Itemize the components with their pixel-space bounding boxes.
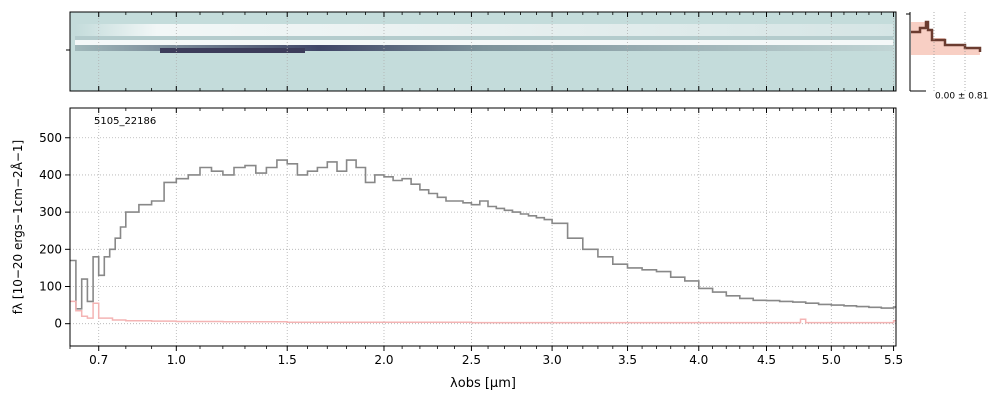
x-tick-label: 0.7 xyxy=(89,353,108,367)
spectrum-2d-frame xyxy=(69,11,897,92)
x-tick-label: 2.0 xyxy=(374,353,393,367)
spectrum-2d-trace xyxy=(75,45,893,51)
spectrum-1d-xticks: 0.7 1.0 1.5 2.0 2.5 3.0 3.5 4.0 4.5 5.0 5.5 xyxy=(69,108,903,367)
profile-annotation: 0.00 ± 0.81 xyxy=(935,92,988,102)
spectrum-2d-ticks xyxy=(66,12,895,91)
y-tick-label: 400 xyxy=(39,168,62,182)
series-uncertainty-line xyxy=(70,300,896,324)
x-axis-label: λobs [μm] xyxy=(450,376,516,391)
spectrum-1d-grid xyxy=(70,108,896,346)
spectrum-1d-series xyxy=(70,159,896,324)
x-tick-label: 5.5 xyxy=(884,353,903,367)
spectrum-2d-band-middle xyxy=(75,36,893,40)
x-tick-label: 1.5 xyxy=(278,353,297,367)
y-tick-label: 200 xyxy=(39,242,62,256)
spectrum-2d-trace-dark xyxy=(160,48,305,53)
y-tick-label: 500 xyxy=(39,131,62,145)
x-tick-label: 4.5 xyxy=(757,353,776,367)
x-tick-label: 2.5 xyxy=(462,353,481,367)
spectrum-1d-yticks: 0 100 200 300 400 500 xyxy=(39,131,70,331)
chart-title: 5105_22186 xyxy=(94,116,156,127)
spectrum-2d-grid xyxy=(98,12,894,91)
y-tick-label: 300 xyxy=(39,205,62,219)
y-tick-label: 0 xyxy=(54,317,62,331)
x-tick-label: 4.0 xyxy=(689,353,708,367)
x-tick-label: 1.0 xyxy=(167,353,186,367)
y-axis-label: fλ [10−20 ergs−1cm−2Å−1] xyxy=(10,140,25,314)
y-tick-label: 100 xyxy=(39,280,62,294)
spectrum-1d-frame xyxy=(69,107,897,347)
spectrum-2d-band-upper xyxy=(75,24,893,36)
x-tick-label: 3.5 xyxy=(618,353,637,367)
spectrum-1d-panel: 0.7 1.0 1.5 2.0 2.5 3.0 3.5 4.0 4.5 5.0 5.5 0 100 20… xyxy=(10,107,903,391)
x-tick-label: 3.0 xyxy=(543,353,562,367)
x-tick-label: 5.0 xyxy=(822,353,841,367)
series-flux-line xyxy=(70,159,896,310)
profile-panel: 0.00 ± 0.81 xyxy=(906,12,988,102)
profile-line xyxy=(911,20,982,52)
spectrum-2d-band-bright xyxy=(75,40,893,45)
spectrum-2d-panel xyxy=(66,11,897,92)
